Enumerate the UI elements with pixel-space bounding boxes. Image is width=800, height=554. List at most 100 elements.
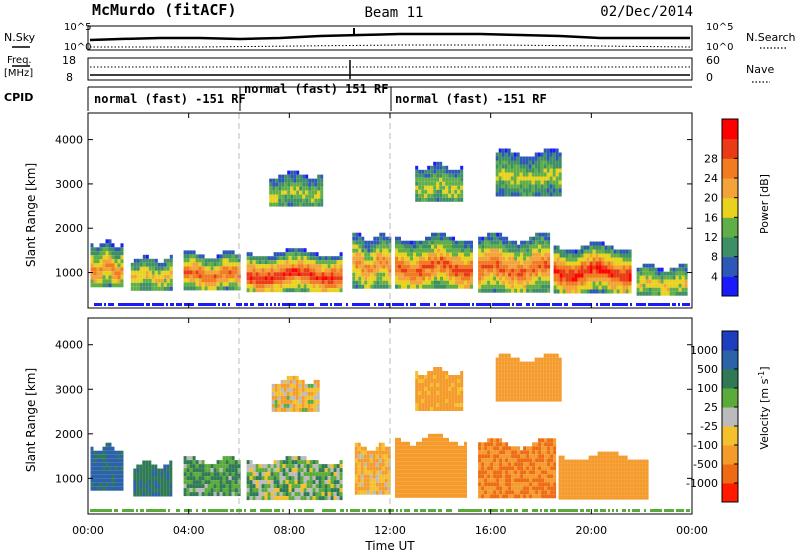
echo-region <box>183 456 241 497</box>
nave-tick-bottom: 0 <box>706 71 713 84</box>
y-tick-label: 1000 <box>55 472 83 485</box>
cpid-label: CPID <box>4 91 33 104</box>
velocity-colorbar-tick-label: -100 <box>693 439 718 452</box>
echo-region <box>478 232 551 293</box>
nsky-tick-top: 10^5 <box>64 22 91 33</box>
colorbar-swatch <box>722 464 738 484</box>
x-tick-label: 04:00 <box>173 524 205 537</box>
colorbar-swatch <box>722 237 738 258</box>
freq-label: Freq. <box>7 55 32 66</box>
x-tick-label: 00:00 <box>676 524 708 537</box>
x-tick-label: 00:00 <box>72 524 104 537</box>
colorbar-swatch <box>722 350 738 370</box>
x-tick-label: 08:00 <box>273 524 305 537</box>
echo-region <box>90 442 124 491</box>
power-colorbar-tick-label: 4 <box>711 270 718 283</box>
echo-region <box>415 367 464 411</box>
velocity-colorbar-tick-label: 1000 <box>690 344 718 357</box>
power-ylabel: Slant Range [km] <box>24 163 38 267</box>
velocity-colorbar-tick-label: 500 <box>697 363 718 376</box>
echo-region <box>558 451 649 500</box>
echo-region <box>636 263 688 296</box>
velocity-colorbar-tick-label: 25 <box>704 401 718 414</box>
x-tick-label: 20:00 <box>575 524 607 537</box>
power-colorbar-label: Power [dB] <box>758 174 771 234</box>
noise-panel: N.Sky 10^5 10^0 10^5 10^0 N.Search <box>4 22 796 53</box>
y-tick-label: 1000 <box>55 267 83 280</box>
ground-strip <box>90 509 690 512</box>
velocity-colorbar-tick-label: 100 <box>697 382 718 395</box>
velocity-ylabel: Slant Range [km] <box>24 368 38 472</box>
power-colorbar-tick-label: 16 <box>704 211 718 224</box>
colorbar-swatch <box>722 483 738 503</box>
echo-region <box>354 442 391 495</box>
power-colorbar-tick-label: 24 <box>704 172 718 185</box>
power-colorbar: 4 8 12 16 20 24 28 <box>704 118 739 297</box>
echo-region <box>352 232 392 289</box>
nsearch-tick-bottom: 10^0 <box>706 42 733 53</box>
power-panel: 1000 2000 3000 4000 Slant Range [km] <box>24 112 693 309</box>
nave-tick-top: 60 <box>706 54 720 67</box>
velocity-panel: 1000 2000 3000 4000 Slant Range [km] <box>24 317 693 515</box>
colorbar-swatch <box>722 178 738 199</box>
colorbar-swatch <box>722 217 738 238</box>
power-colorbar-tick-label: 12 <box>704 231 718 244</box>
nave-label: Nave <box>746 63 774 76</box>
nsearch-tick-top: 10^5 <box>706 22 733 33</box>
colorbar-swatch <box>722 445 738 465</box>
station-title: McMurdo (fitACF) <box>92 1 237 19</box>
x-tick-label: 16:00 <box>475 524 507 537</box>
colorbar-swatch <box>722 276 738 297</box>
echo-region <box>495 353 562 402</box>
power-colorbar-tick-label: 20 <box>704 192 718 205</box>
colorbar-swatch <box>722 388 738 408</box>
echo-region <box>271 375 320 412</box>
colorbar-swatch <box>722 369 738 389</box>
y-tick-label: 4000 <box>55 134 83 147</box>
time-axis: 00:00 04:00 08:00 12:00 16:00 20:00 00:00 <box>72 113 708 537</box>
echo-region <box>246 456 343 501</box>
freq-tick-bottom: 8 <box>66 71 73 84</box>
colorbar-swatch <box>722 138 738 159</box>
colorbar-swatch <box>722 158 738 179</box>
echo-region <box>269 170 324 207</box>
colorbar-swatch <box>722 426 738 446</box>
cpid-segment-3: normal (fast) -151 RF <box>395 92 547 106</box>
velocity-colorbar-tick-label: -25 <box>700 420 718 433</box>
echo-region <box>246 248 343 293</box>
y-tick-label: 4000 <box>55 339 83 352</box>
nsky-tick-bottom: 10^0 <box>64 42 91 53</box>
velocity-colorbar-label: Velocity [m s-1] <box>757 366 771 449</box>
mhz-label: [MHz] <box>4 68 33 79</box>
beam-title: Beam 11 <box>364 5 423 21</box>
echo-region <box>183 250 241 291</box>
power-colorbar-tick-label: 28 <box>704 152 718 165</box>
echo-region <box>415 161 464 202</box>
y-tick-label: 2000 <box>55 222 83 235</box>
echo-region <box>130 254 173 291</box>
colorbar-swatch <box>722 331 738 351</box>
echo-region <box>133 460 173 497</box>
freq-panel: Freq. [MHz] 18 8 60 0 Nave <box>4 54 774 84</box>
time-axis-label: Time UT <box>364 539 415 553</box>
x-tick-label: 12:00 <box>374 524 406 537</box>
nsky-label: N.Sky <box>4 31 36 44</box>
echo-region <box>495 148 562 197</box>
cpid-panel: CPID normal (fast) -151 RF normal (fast)… <box>4 82 692 111</box>
echo-region <box>478 438 557 499</box>
colorbar-swatch <box>722 197 738 218</box>
date-title: 02/Dec/2014 <box>600 4 693 20</box>
cpid-segment-2: normal (fast) 151 RF <box>244 82 389 96</box>
echo-region <box>90 239 124 288</box>
colorbar-swatch <box>722 256 738 277</box>
freq-tick-top: 18 <box>62 54 76 67</box>
velocity-colorbar-tick-label: -1000 <box>686 477 718 490</box>
y-tick-label: 3000 <box>55 383 83 396</box>
power-colorbar-tick-label: 8 <box>711 251 718 264</box>
colorbar-swatch <box>722 119 738 140</box>
nsearch-label: N.Search <box>746 31 796 44</box>
colorbar-swatch <box>722 407 738 427</box>
velocity-colorbar: 1000 500 100 25 -25 -100 -500 -1000 <box>686 330 739 503</box>
echo-region <box>553 241 632 294</box>
y-tick-label: 2000 <box>55 428 83 441</box>
